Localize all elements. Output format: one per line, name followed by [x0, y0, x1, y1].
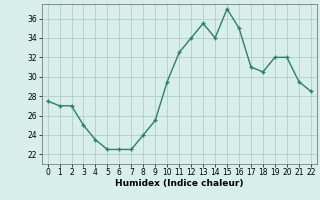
X-axis label: Humidex (Indice chaleur): Humidex (Indice chaleur) — [115, 179, 244, 188]
